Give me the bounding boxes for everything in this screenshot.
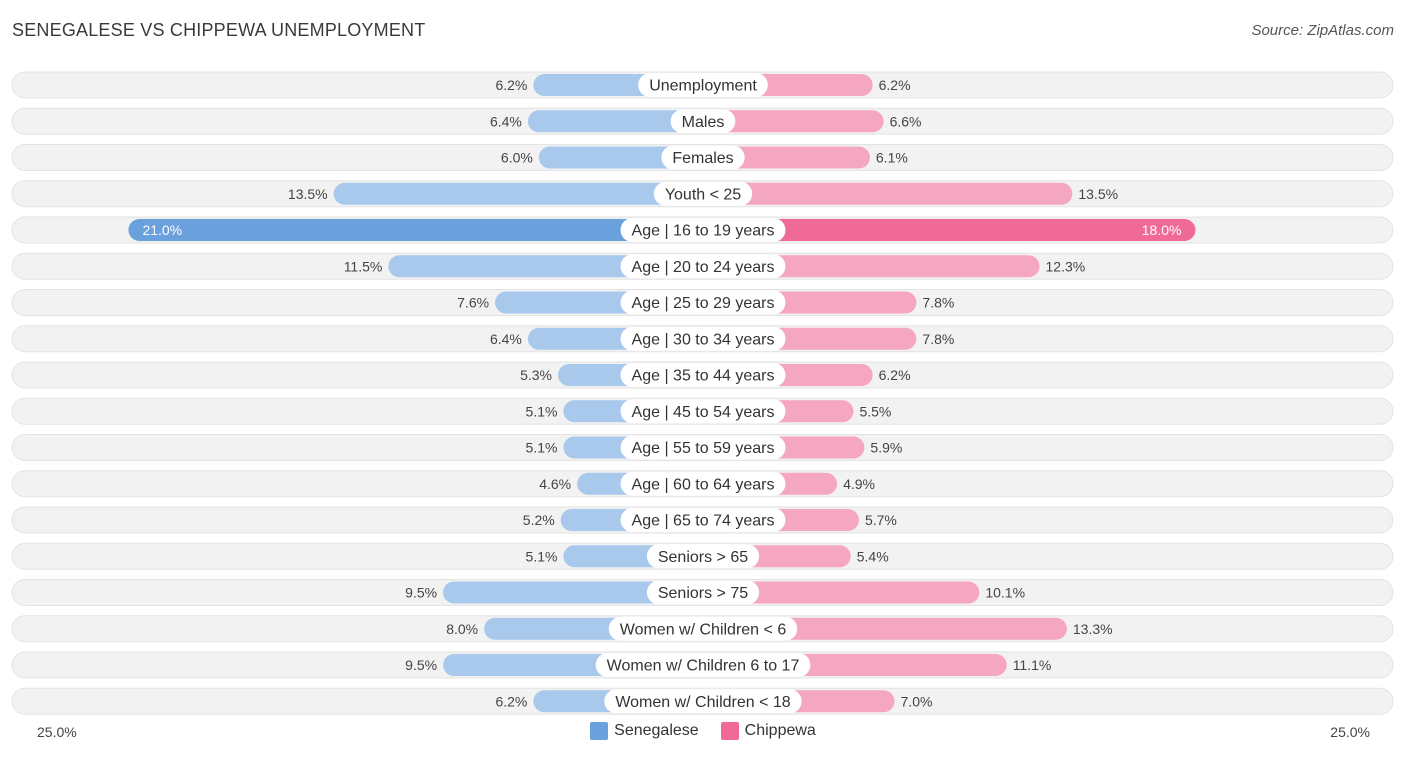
category-label: Males [682, 114, 725, 131]
category-label: Age | 30 to 34 years [632, 331, 775, 348]
value-label-chippewa: 6.2% [879, 367, 911, 383]
category-label: Seniors > 65 [658, 549, 748, 566]
axis-left-max-label: 25.0% [37, 724, 77, 740]
bar-chippewa [703, 255, 1040, 278]
category-label: Age | 35 to 44 years [632, 368, 775, 385]
value-label-chippewa: 7.8% [922, 331, 954, 347]
value-label-chippewa: 4.9% [843, 476, 875, 492]
bar-senegalese [128, 219, 703, 241]
category-label: Age | 60 to 64 years [632, 476, 775, 493]
bar-chippewa [703, 146, 870, 169]
legend-swatch-senegalese [590, 722, 609, 740]
value-label-chippewa: 6.2% [879, 77, 911, 93]
value-label-senegalese: 6.4% [490, 113, 522, 129]
value-label-senegalese: 9.5% [405, 657, 437, 673]
legend-label-chippewa: Chippewa [744, 722, 816, 739]
category-label: Females [672, 150, 733, 167]
category-label-pill [620, 326, 786, 351]
value-label-senegalese: 11.5% [344, 258, 383, 274]
category-label-pill [670, 109, 736, 134]
category-label-pill [620, 290, 786, 315]
value-label-senegalese: 5.1% [526, 440, 558, 456]
value-label-senegalese: 5.3% [520, 367, 552, 383]
value-label-chippewa: 13.3% [1073, 621, 1113, 637]
category-label: Women w/ Children 6 to 17 [607, 658, 800, 675]
value-label-chippewa: 5.7% [865, 512, 897, 528]
value-label-senegalese: 4.6% [539, 476, 571, 492]
value-label-senegalese: 9.5% [405, 585, 437, 601]
value-label-senegalese: 7.6% [457, 295, 489, 311]
category-label-pill [608, 616, 798, 641]
value-label-senegalese: 13.5% [288, 186, 328, 202]
legend-label-senegalese: Senegalese [614, 722, 699, 739]
category-label: Age | 20 to 24 years [632, 259, 775, 276]
value-label-chippewa: 12.3% [1046, 258, 1086, 274]
value-label-chippewa: 18.0% [1142, 222, 1182, 238]
value-label-chippewa: 7.8% [922, 295, 954, 311]
category-label-pill [620, 508, 786, 532]
category-label: Age | 45 to 54 years [632, 404, 775, 421]
category-label-pill [620, 471, 786, 496]
bar-senegalese [443, 581, 703, 604]
chart-title: SENEGALESE VS CHIPPEWA UNEMPLOYMENT [12, 20, 426, 40]
axis-right-max-label: 25.0% [1330, 724, 1370, 740]
bar-chippewa [703, 581, 980, 604]
value-label-chippewa: 11.1% [1013, 657, 1052, 673]
category-label: Seniors > 75 [658, 585, 748, 602]
value-label-chippewa: 5.5% [859, 403, 891, 419]
value-label-chippewa: 6.1% [876, 150, 908, 166]
legend-swatch-chippewa [720, 722, 739, 740]
value-label-chippewa: 7.0% [901, 693, 933, 709]
category-label-pill [595, 653, 811, 677]
value-label-senegalese: 5.1% [526, 548, 558, 564]
category-label-pill [604, 689, 802, 714]
value-label-chippewa: 6.6% [890, 113, 922, 129]
value-label-senegalese: 6.0% [501, 150, 533, 166]
legend-item-senegalese[interactable]: Senegalese [590, 722, 699, 740]
category-label-pill [620, 254, 786, 279]
category-label-pill [620, 218, 786, 242]
category-label-pill [646, 544, 760, 569]
value-label-senegalese: 5.1% [526, 403, 558, 419]
category-label: Unemployment [649, 78, 757, 95]
value-label-chippewa: 5.9% [870, 440, 902, 456]
category-label-pill [646, 580, 760, 605]
value-label-chippewa: 5.4% [857, 548, 889, 564]
bar-senegalese [538, 146, 703, 169]
value-label-senegalese: 6.2% [495, 77, 527, 93]
bar-chippewa [703, 219, 1196, 241]
value-label-senegalese: 5.2% [523, 512, 555, 528]
category-label-pill [661, 145, 745, 170]
category-label: Age | 16 to 19 years [632, 223, 775, 240]
category-label: Age | 55 to 59 years [632, 440, 775, 457]
category-label: Age | 65 to 74 years [632, 513, 775, 530]
category-label: Age | 25 to 29 years [632, 295, 775, 312]
bar-senegalese [527, 110, 703, 133]
category-label-pill [638, 73, 768, 97]
bar-chippewa [703, 182, 1073, 205]
value-label-chippewa: 13.5% [1078, 186, 1118, 202]
value-label-senegalese: 8.0% [446, 621, 478, 637]
value-label-senegalese: 21.0% [142, 222, 182, 238]
category-label: Women w/ Children < 18 [615, 694, 790, 711]
category-label-pill [620, 363, 786, 387]
category-label: Women w/ Children < 6 [620, 621, 787, 638]
source-credit: Source: ZipAtlas.com [1251, 22, 1394, 39]
category-label-pill [620, 399, 786, 424]
bar-senegalese [333, 182, 703, 205]
category-label-pill [620, 435, 786, 460]
bar-chippewa [703, 110, 884, 133]
value-label-senegalese: 6.4% [490, 331, 522, 347]
category-label-pill [653, 181, 753, 206]
legend-item-chippewa[interactable]: Chippewa [720, 722, 816, 740]
value-label-chippewa: 10.1% [985, 585, 1025, 601]
legend: Senegalese Chippewa [0, 722, 1406, 740]
value-label-senegalese: 6.2% [495, 693, 527, 709]
category-label: Youth < 25 [665, 186, 741, 203]
